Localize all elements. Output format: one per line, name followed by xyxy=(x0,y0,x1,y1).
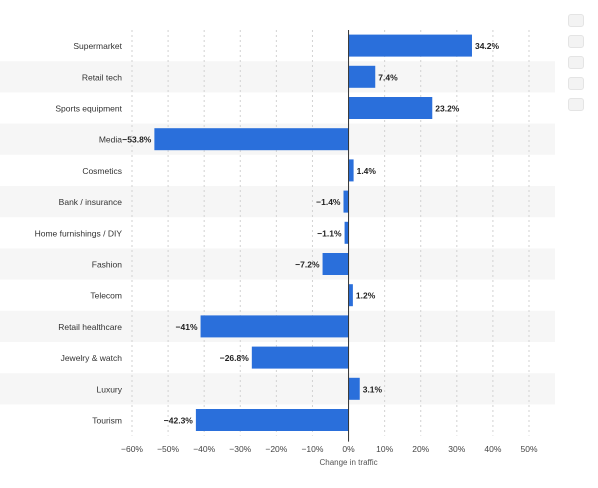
row-band xyxy=(0,61,555,93)
x-tick-label: −50% xyxy=(157,444,179,454)
row-band xyxy=(0,248,555,280)
category-label: Media xyxy=(99,135,122,145)
category-label: Tourism xyxy=(92,416,122,426)
category-label: Retail tech xyxy=(82,72,122,82)
x-tick-label: 20% xyxy=(412,444,429,454)
x-tick-labels: −60% −50% −40% −30% −20% −10% 0% 10% 20% 30% 40% 50… xyxy=(121,444,538,454)
value-label: −26.8% xyxy=(220,353,250,363)
x-tick-label: −60% xyxy=(121,444,143,454)
value-label: 23.2% xyxy=(435,104,460,114)
x-tick-label: −30% xyxy=(229,444,251,454)
x-tick-label: −40% xyxy=(193,444,215,454)
category-label: Cosmetics xyxy=(82,166,122,176)
row-band xyxy=(0,186,555,218)
value-label: 34.2% xyxy=(475,41,500,51)
value-labels: 34.2% 7.4% 23.2% −53.8% 1.4% −1.4% −1.1% −7.2% 1… xyxy=(122,41,499,425)
value-label: 3.1% xyxy=(363,384,383,394)
value-label: −41% xyxy=(176,322,198,332)
value-label: −7.2% xyxy=(295,260,320,270)
x-tick-label: 40% xyxy=(484,444,501,454)
row-band xyxy=(0,373,555,405)
x-tick-label: −20% xyxy=(265,444,287,454)
category-label: Bank / insurance xyxy=(59,197,123,207)
bell-icon[interactable] xyxy=(568,35,584,48)
category-label: Supermarket xyxy=(73,41,122,51)
value-label: −42.3% xyxy=(164,416,194,426)
value-label: 7.4% xyxy=(378,72,398,82)
bar[interactable] xyxy=(200,315,349,338)
category-labels: Supermarket Retail tech Sports equipment Me… xyxy=(35,41,123,425)
bar[interactable] xyxy=(348,377,360,400)
bar[interactable] xyxy=(154,128,349,151)
bar[interactable] xyxy=(348,284,353,307)
side-toolbar xyxy=(568,14,586,119)
bookmark-icon[interactable] xyxy=(568,14,584,27)
bar[interactable] xyxy=(251,346,349,369)
bar[interactable] xyxy=(348,97,433,119)
value-label: −1.1% xyxy=(317,228,342,238)
share-icon[interactable] xyxy=(568,77,584,90)
category-label: Luxury xyxy=(96,384,122,394)
value-label: −53.8% xyxy=(122,135,152,145)
settings-icon[interactable] xyxy=(568,56,584,69)
x-axis-label: Change in traffic xyxy=(319,458,377,467)
bar[interactable] xyxy=(348,34,472,57)
category-label: Home furnishings / DIY xyxy=(35,228,123,238)
bar[interactable] xyxy=(343,190,349,213)
x-tick-label: 50% xyxy=(520,444,537,454)
value-label: 1.4% xyxy=(357,166,377,176)
x-tick-label: −10% xyxy=(301,444,323,454)
category-label: Telecom xyxy=(90,291,122,301)
category-label: Retail healthcare xyxy=(58,322,122,332)
category-label: Sports equipment xyxy=(55,104,122,114)
bar[interactable] xyxy=(344,221,349,244)
bar[interactable] xyxy=(348,159,354,182)
print-icon[interactable] xyxy=(568,98,584,111)
bar[interactable] xyxy=(322,253,349,275)
x-tick-label: 0% xyxy=(342,444,355,454)
x-tick-label: 10% xyxy=(376,444,393,454)
value-label: −1.4% xyxy=(316,197,341,207)
category-label: Jewelry & watch xyxy=(61,353,123,363)
bar[interactable] xyxy=(348,65,376,88)
bar[interactable] xyxy=(195,409,349,431)
x-tick-label: 30% xyxy=(448,444,465,454)
category-label: Fashion xyxy=(92,260,123,270)
value-label: 1.2% xyxy=(356,291,376,301)
bars xyxy=(154,34,472,431)
